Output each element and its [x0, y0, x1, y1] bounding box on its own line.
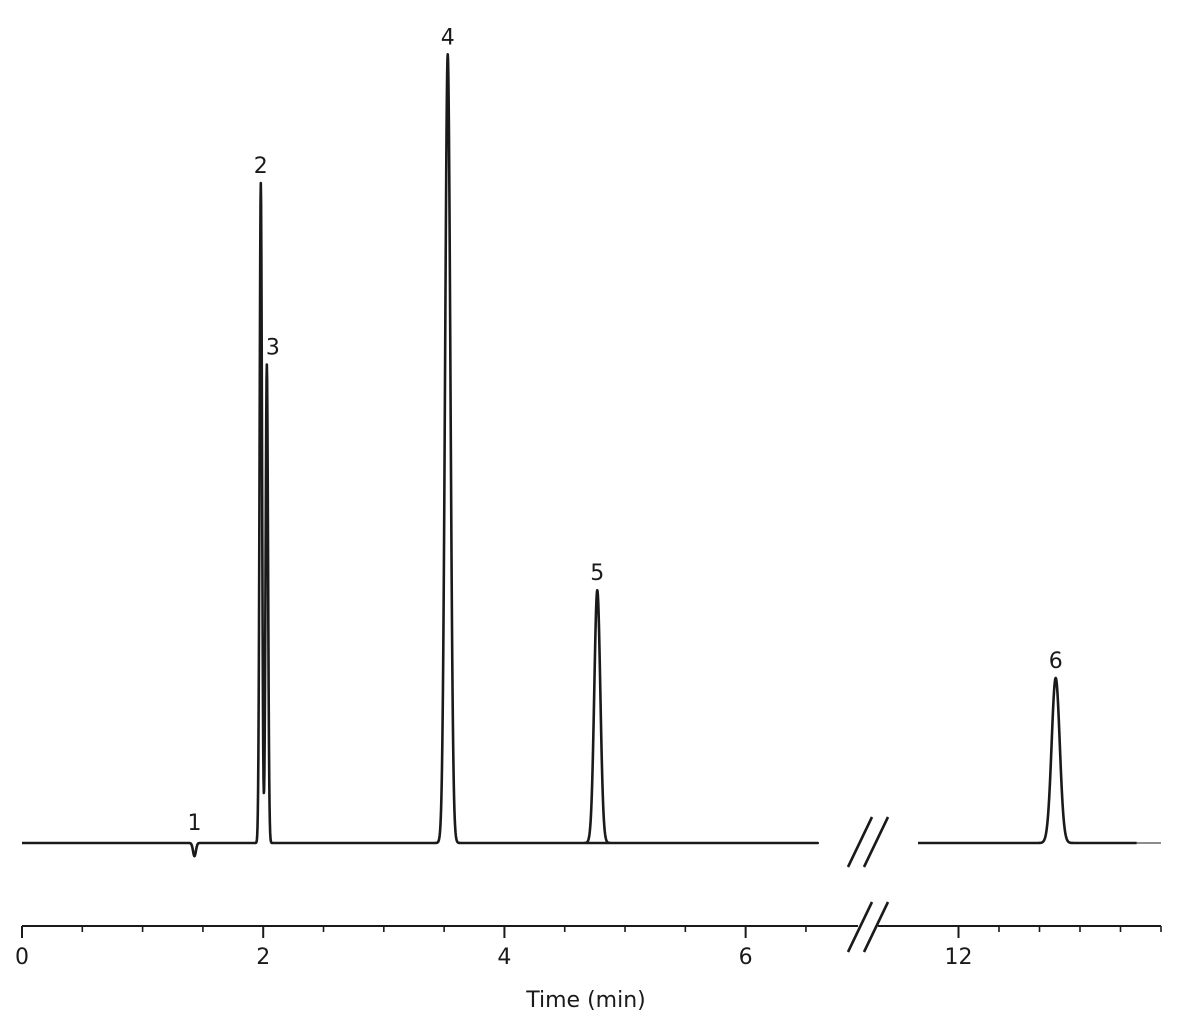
x-tick-label: 2 — [256, 945, 270, 970]
peak-label-2: 2 — [254, 154, 268, 179]
peak-label-3: 3 — [266, 336, 280, 361]
trace-break-mark — [862, 816, 890, 868]
x-axis: 0 2 4 6 12 — [15, 901, 1162, 970]
axis-break-mark — [862, 901, 890, 953]
x-tick-label: 4 — [497, 945, 511, 970]
peak-label-1: 1 — [187, 811, 201, 836]
peak-label-4: 4 — [441, 25, 455, 50]
x-tick-label: 12 — [945, 945, 973, 970]
x-tick-label: 6 — [739, 945, 753, 970]
chromatogram-trace-segment-1 — [21, 53, 819, 858]
x-tick-label: 0 — [15, 945, 29, 970]
peak-labels: 1 2 3 4 5 6 — [187, 25, 1062, 836]
axis-break-mark — [846, 901, 874, 953]
trace-break-mark — [846, 816, 874, 868]
chromatogram-trace-segment-2 — [916, 676, 1138, 845]
peak-label-6: 6 — [1049, 649, 1063, 674]
peak-label-5: 5 — [590, 561, 604, 586]
x-axis-title: Time (min) — [525, 988, 646, 1013]
trace-layer — [21, 53, 1161, 868]
axis-break-gap — [858, 922, 878, 930]
